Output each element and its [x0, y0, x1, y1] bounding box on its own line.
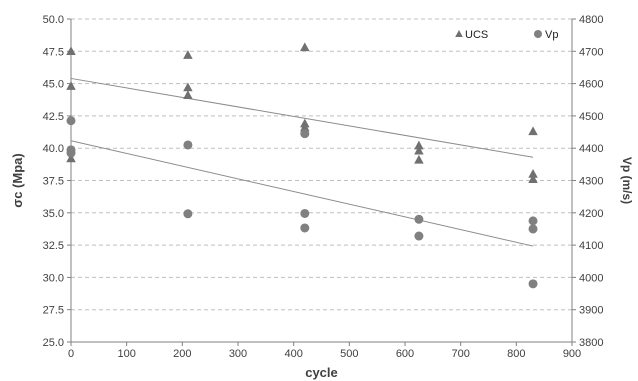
- y-right-tick-label: 4400: [579, 143, 603, 155]
- y-right-axis-title: Vp (m/s): [620, 157, 634, 204]
- y-left-tick-label: 47.5: [43, 46, 64, 58]
- ucs-point: [300, 122, 310, 132]
- trendline-ucs: [70, 77, 534, 158]
- y-right-tick-label: 4500: [579, 111, 603, 123]
- y-right-tick-label: 4700: [579, 46, 603, 58]
- ucs-point: [528, 174, 538, 183]
- legend-ucs-label: UCS: [465, 29, 488, 41]
- x-tick-label: 100: [117, 348, 135, 360]
- ucs-point: [528, 169, 538, 178]
- ucs-point: [414, 145, 424, 155]
- ucs-point: [66, 153, 76, 163]
- legend-ucs-marker: [455, 30, 463, 37]
- y-right-tick-label: 4600: [579, 79, 603, 91]
- trendlines: [70, 77, 534, 247]
- legend: UCS Vp: [455, 29, 558, 41]
- y-left-tick-label: 40.0: [43, 143, 64, 155]
- vp-point: [528, 279, 538, 289]
- x-tick-label: 200: [173, 348, 191, 360]
- x-tick-label: 600: [396, 348, 414, 360]
- y-right-tick-label: 4300: [579, 176, 603, 188]
- y-right-tick-label: 4100: [579, 240, 603, 252]
- ucs-point: [528, 126, 538, 136]
- y-right-tick-label: 4000: [579, 272, 603, 284]
- ucs-point: [66, 81, 76, 90]
- x-tick-label: 300: [229, 348, 247, 360]
- vp-point: [66, 116, 76, 126]
- x-tick-label: 800: [507, 348, 525, 360]
- x-tick-label: 900: [563, 348, 581, 360]
- x-tick-label: 0: [68, 348, 74, 360]
- ucs-point: [183, 82, 193, 92]
- y-left-tick-label: 25.0: [43, 337, 64, 349]
- gridlines: [71, 18, 572, 311]
- data-marks: [66, 42, 538, 289]
- legend-vp-label: Vp: [545, 29, 558, 41]
- trendline-vp: [70, 140, 534, 247]
- ucs-point: [66, 46, 76, 56]
- y-left-tick-label: 27.5: [43, 305, 64, 317]
- x-axis-title: cycle: [305, 365, 338, 380]
- ucs-point: [300, 42, 310, 52]
- vp-point: [183, 140, 193, 150]
- vp-point: [300, 129, 310, 139]
- ucs-point: [183, 50, 193, 59]
- vp-point: [300, 208, 310, 218]
- y-right-tick-label: 4800: [579, 14, 603, 26]
- y-right-tick-label: 4200: [579, 208, 603, 220]
- legend-vp-marker: [534, 30, 542, 38]
- y-left-tick-label: 42.5: [43, 111, 64, 123]
- y-left-axis-title: σc (Mpa): [10, 153, 25, 207]
- vp-point: [528, 224, 538, 234]
- vp-point: [300, 223, 310, 233]
- y-right-tick-label: 3900: [579, 305, 603, 317]
- x-tick-label: 700: [451, 348, 469, 360]
- y-left-tick-label: 37.5: [43, 176, 64, 188]
- x-tick-label: 400: [284, 348, 302, 360]
- y-left-tick-label: 45.0: [43, 79, 64, 91]
- vp-point: [66, 148, 76, 158]
- vp-point: [414, 231, 424, 241]
- ucs-point: [414, 140, 424, 150]
- tick-labels: 25.0 27.5 30.0 32.5 35.0 37.5 40.0 42.5 45.0 47.5…: [43, 14, 604, 360]
- y-left-tick-label: 35.0: [43, 208, 64, 220]
- vp-point: [414, 214, 424, 224]
- ucs-point: [183, 90, 193, 99]
- y-left-tick-label: 32.5: [43, 240, 64, 252]
- vp-point: [183, 209, 193, 219]
- y-right-tick-label: 3800: [579, 337, 603, 349]
- x-tick-label: 500: [340, 348, 358, 360]
- axes: [67, 18, 576, 346]
- ucs-point: [414, 154, 424, 164]
- y-left-tick-label: 30.0: [43, 272, 64, 284]
- y-left-tick-label: 50.0: [43, 14, 64, 26]
- vp-point: [528, 216, 538, 226]
